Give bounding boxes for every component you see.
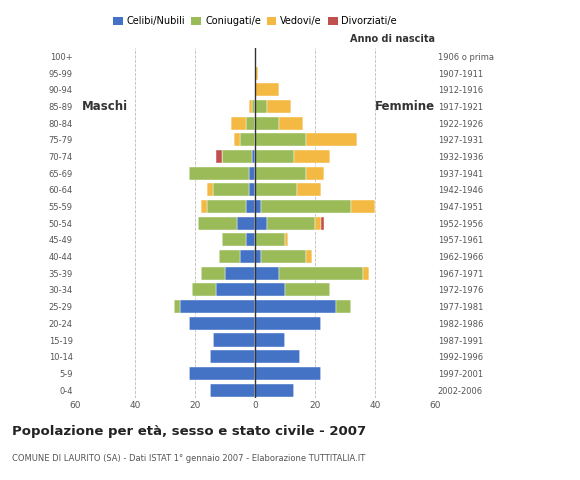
Bar <box>279 267 363 280</box>
Bar <box>207 183 213 196</box>
Bar <box>213 183 249 196</box>
Bar <box>255 117 279 130</box>
Bar <box>255 200 261 213</box>
Bar <box>255 167 306 180</box>
Bar <box>294 150 330 163</box>
Bar <box>180 300 255 313</box>
Bar <box>255 283 285 297</box>
Bar <box>285 233 288 246</box>
Bar <box>246 200 255 213</box>
Bar <box>306 167 324 180</box>
Bar <box>261 200 351 213</box>
Bar <box>237 216 255 230</box>
Bar <box>336 300 351 313</box>
Bar <box>306 250 312 263</box>
Bar <box>193 283 216 297</box>
Bar <box>189 367 255 380</box>
Bar <box>175 300 180 313</box>
Bar <box>240 133 255 146</box>
Bar <box>234 133 240 146</box>
Bar <box>201 267 225 280</box>
Bar <box>249 167 255 180</box>
Bar <box>252 100 255 113</box>
Bar <box>249 100 252 113</box>
Text: Anno di nascita: Anno di nascita <box>350 35 435 45</box>
Bar <box>321 216 324 230</box>
Bar <box>255 367 321 380</box>
Bar <box>249 183 255 196</box>
Text: Maschi: Maschi <box>82 100 128 113</box>
Bar <box>267 100 291 113</box>
Bar <box>255 216 267 230</box>
Bar <box>255 250 261 263</box>
Bar <box>240 250 255 263</box>
Bar <box>351 200 375 213</box>
Bar <box>261 250 306 263</box>
Bar <box>231 117 246 130</box>
Bar <box>255 133 306 146</box>
Bar <box>255 100 267 113</box>
Bar <box>255 67 258 80</box>
Text: Popolazione per età, sesso e stato civile - 2007: Popolazione per età, sesso e stato civil… <box>12 425 366 438</box>
Bar <box>255 83 279 96</box>
Bar <box>225 267 255 280</box>
Bar <box>255 334 285 347</box>
Bar <box>255 384 294 396</box>
Legend: Celibi/Nubili, Coniugati/e, Vedovi/e, Divorziati/e: Celibi/Nubili, Coniugati/e, Vedovi/e, Di… <box>110 12 401 30</box>
Bar <box>216 150 222 163</box>
Bar <box>219 250 240 263</box>
Bar <box>255 300 336 313</box>
Bar <box>255 317 321 330</box>
Bar <box>363 267 369 280</box>
Bar <box>255 267 279 280</box>
Bar <box>285 283 330 297</box>
Bar <box>207 200 246 213</box>
Bar <box>255 150 294 163</box>
Bar <box>210 384 255 396</box>
Bar <box>222 150 252 163</box>
Bar <box>213 334 255 347</box>
Bar <box>189 317 255 330</box>
Bar <box>267 216 315 230</box>
Bar <box>222 233 246 246</box>
Bar <box>201 200 207 213</box>
Bar <box>216 283 255 297</box>
Bar <box>210 350 255 363</box>
Bar <box>246 233 255 246</box>
Bar <box>279 117 303 130</box>
Bar <box>198 216 237 230</box>
Text: Femmine: Femmine <box>375 100 435 113</box>
Bar <box>306 133 357 146</box>
Text: COMUNE DI LAURITO (SA) - Dati ISTAT 1° gennaio 2007 - Elaborazione TUTTITALIA.IT: COMUNE DI LAURITO (SA) - Dati ISTAT 1° g… <box>12 454 365 463</box>
Bar <box>252 150 255 163</box>
Bar <box>255 183 297 196</box>
Bar <box>189 167 249 180</box>
Bar <box>255 350 300 363</box>
Bar <box>255 233 285 246</box>
Bar <box>315 216 321 230</box>
Bar <box>246 117 255 130</box>
Bar <box>297 183 321 196</box>
